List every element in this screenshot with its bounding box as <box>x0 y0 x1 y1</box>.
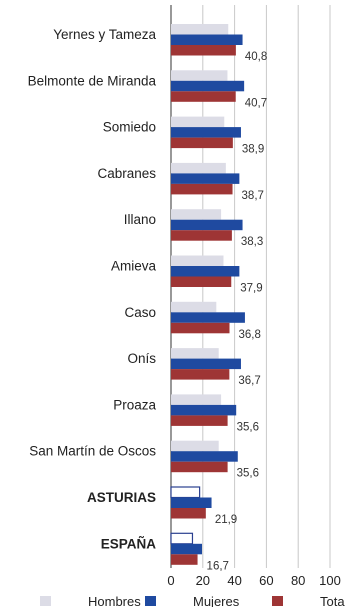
bar-hombres-illano <box>171 209 221 220</box>
data-label-asturias: 21,9 <box>215 514 237 526</box>
bar-tota-somiedo <box>171 138 233 149</box>
bar-tota-yernes-y-tameza <box>171 45 236 56</box>
x-tick-100: 100 <box>319 573 341 588</box>
bar-mujeres-cabranes <box>171 173 239 184</box>
data-label-espana: 16,7 <box>207 560 229 572</box>
bar-hombres-asturias <box>171 487 200 498</box>
bar-mujeres-somiedo <box>171 127 241 138</box>
category-label-yernes-y-tameza: Yernes y Tameza <box>53 27 156 42</box>
data-label-proaza: 35,6 <box>237 421 259 433</box>
data-label-illano: 38,3 <box>241 236 263 248</box>
bar-tota-espana <box>171 554 198 565</box>
bar-mujeres-belmonte-de-miranda <box>171 81 244 92</box>
data-label-yernes-y-tameza: 40,8 <box>245 51 267 63</box>
bar-tota-proaza <box>171 415 228 426</box>
x-tick-20: 20 <box>196 573 210 588</box>
legend-label-tota: Tota <box>320 594 345 607</box>
x-axis: 0 20 40 60 80 100 <box>167 573 340 588</box>
category-label-proaza: Proaza <box>113 397 156 412</box>
bar-hombres-cabranes <box>171 163 226 174</box>
bar-mujeres-amieva <box>171 266 239 277</box>
x-tick-60: 60 <box>259 573 273 588</box>
category-label-belmonte-de-miranda: Belmonte de Miranda <box>28 73 157 88</box>
bar-tota-caso <box>171 323 230 334</box>
legend-label-hombres: Hombres <box>88 594 141 607</box>
category-label-caso: Caso <box>124 305 156 320</box>
category-label-onis: Onís <box>127 351 156 366</box>
bar-hombres-amieva <box>171 256 223 267</box>
bar-mujeres-espana <box>171 544 202 555</box>
bar-hombres-san-martin-de-oscos <box>171 441 219 452</box>
bars <box>171 24 245 565</box>
data-label-san-martin-de-oscos: 35,6 <box>237 468 259 480</box>
bar-mujeres-proaza <box>171 405 236 416</box>
bar-mujeres-asturias <box>171 498 212 509</box>
bar-tota-illano <box>171 230 232 241</box>
bar-tota-san-martin-de-oscos <box>171 462 228 473</box>
data-label-cabranes: 38,7 <box>242 190 264 202</box>
bar-mujeres-caso <box>171 312 245 323</box>
category-label-cabranes: Cabranes <box>97 166 156 181</box>
bar-tota-onis <box>171 369 229 380</box>
data-label-caso: 36,8 <box>239 329 261 341</box>
category-label-espana: ESPAÑA <box>101 536 157 551</box>
x-tick-40: 40 <box>227 573 241 588</box>
data-label-onis: 36,7 <box>238 375 260 387</box>
data-label-belmonte-de-miranda: 40,7 <box>245 97 267 109</box>
category-label-illano: Illano <box>124 212 156 227</box>
bar-hombres-somiedo <box>171 117 224 128</box>
category-label-asturias: ASTURIAS <box>87 490 156 505</box>
bar-hombres-proaza <box>171 394 221 405</box>
x-tick-0: 0 <box>167 573 174 588</box>
bar-mujeres-illano <box>171 220 243 231</box>
category-label-somiedo: Somiedo <box>103 120 156 135</box>
bar-tota-cabranes <box>171 184 233 195</box>
bar-tota-amieva <box>171 277 231 288</box>
bar-hombres-espana <box>171 533 192 544</box>
bar-tota-asturias <box>171 508 206 519</box>
data-label-somiedo: 38,9 <box>242 144 264 156</box>
bar-hombres-onis <box>171 348 219 359</box>
bar-mujeres-onis <box>171 359 241 370</box>
bar-mujeres-yernes-y-tameza <box>171 35 243 46</box>
x-tick-80: 80 <box>291 573 305 588</box>
legend-swatch-tota <box>272 596 283 606</box>
legend-swatch-mujeres <box>145 596 156 606</box>
category-label-amieva: Amieva <box>111 259 157 274</box>
legend-label-mujeres: Mujeres <box>193 594 240 607</box>
legend-swatch-hombres <box>40 596 51 606</box>
bar-hombres-yernes-y-tameza <box>171 24 228 35</box>
bar-hombres-belmonte-de-miranda <box>171 70 227 81</box>
category-label-san-martin-de-oscos: San Martín de Oscos <box>29 444 156 459</box>
category-labels: Yernes y Tameza Belmonte de Miranda Somied… <box>28 27 157 551</box>
data-label-amieva: 37,9 <box>240 283 262 295</box>
bar-hombres-caso <box>171 302 216 313</box>
bar-mujeres-san-martin-de-oscos <box>171 451 238 462</box>
bar-tota-belmonte-de-miranda <box>171 91 236 102</box>
legend: Hombres Mujeres Tota <box>40 594 345 607</box>
